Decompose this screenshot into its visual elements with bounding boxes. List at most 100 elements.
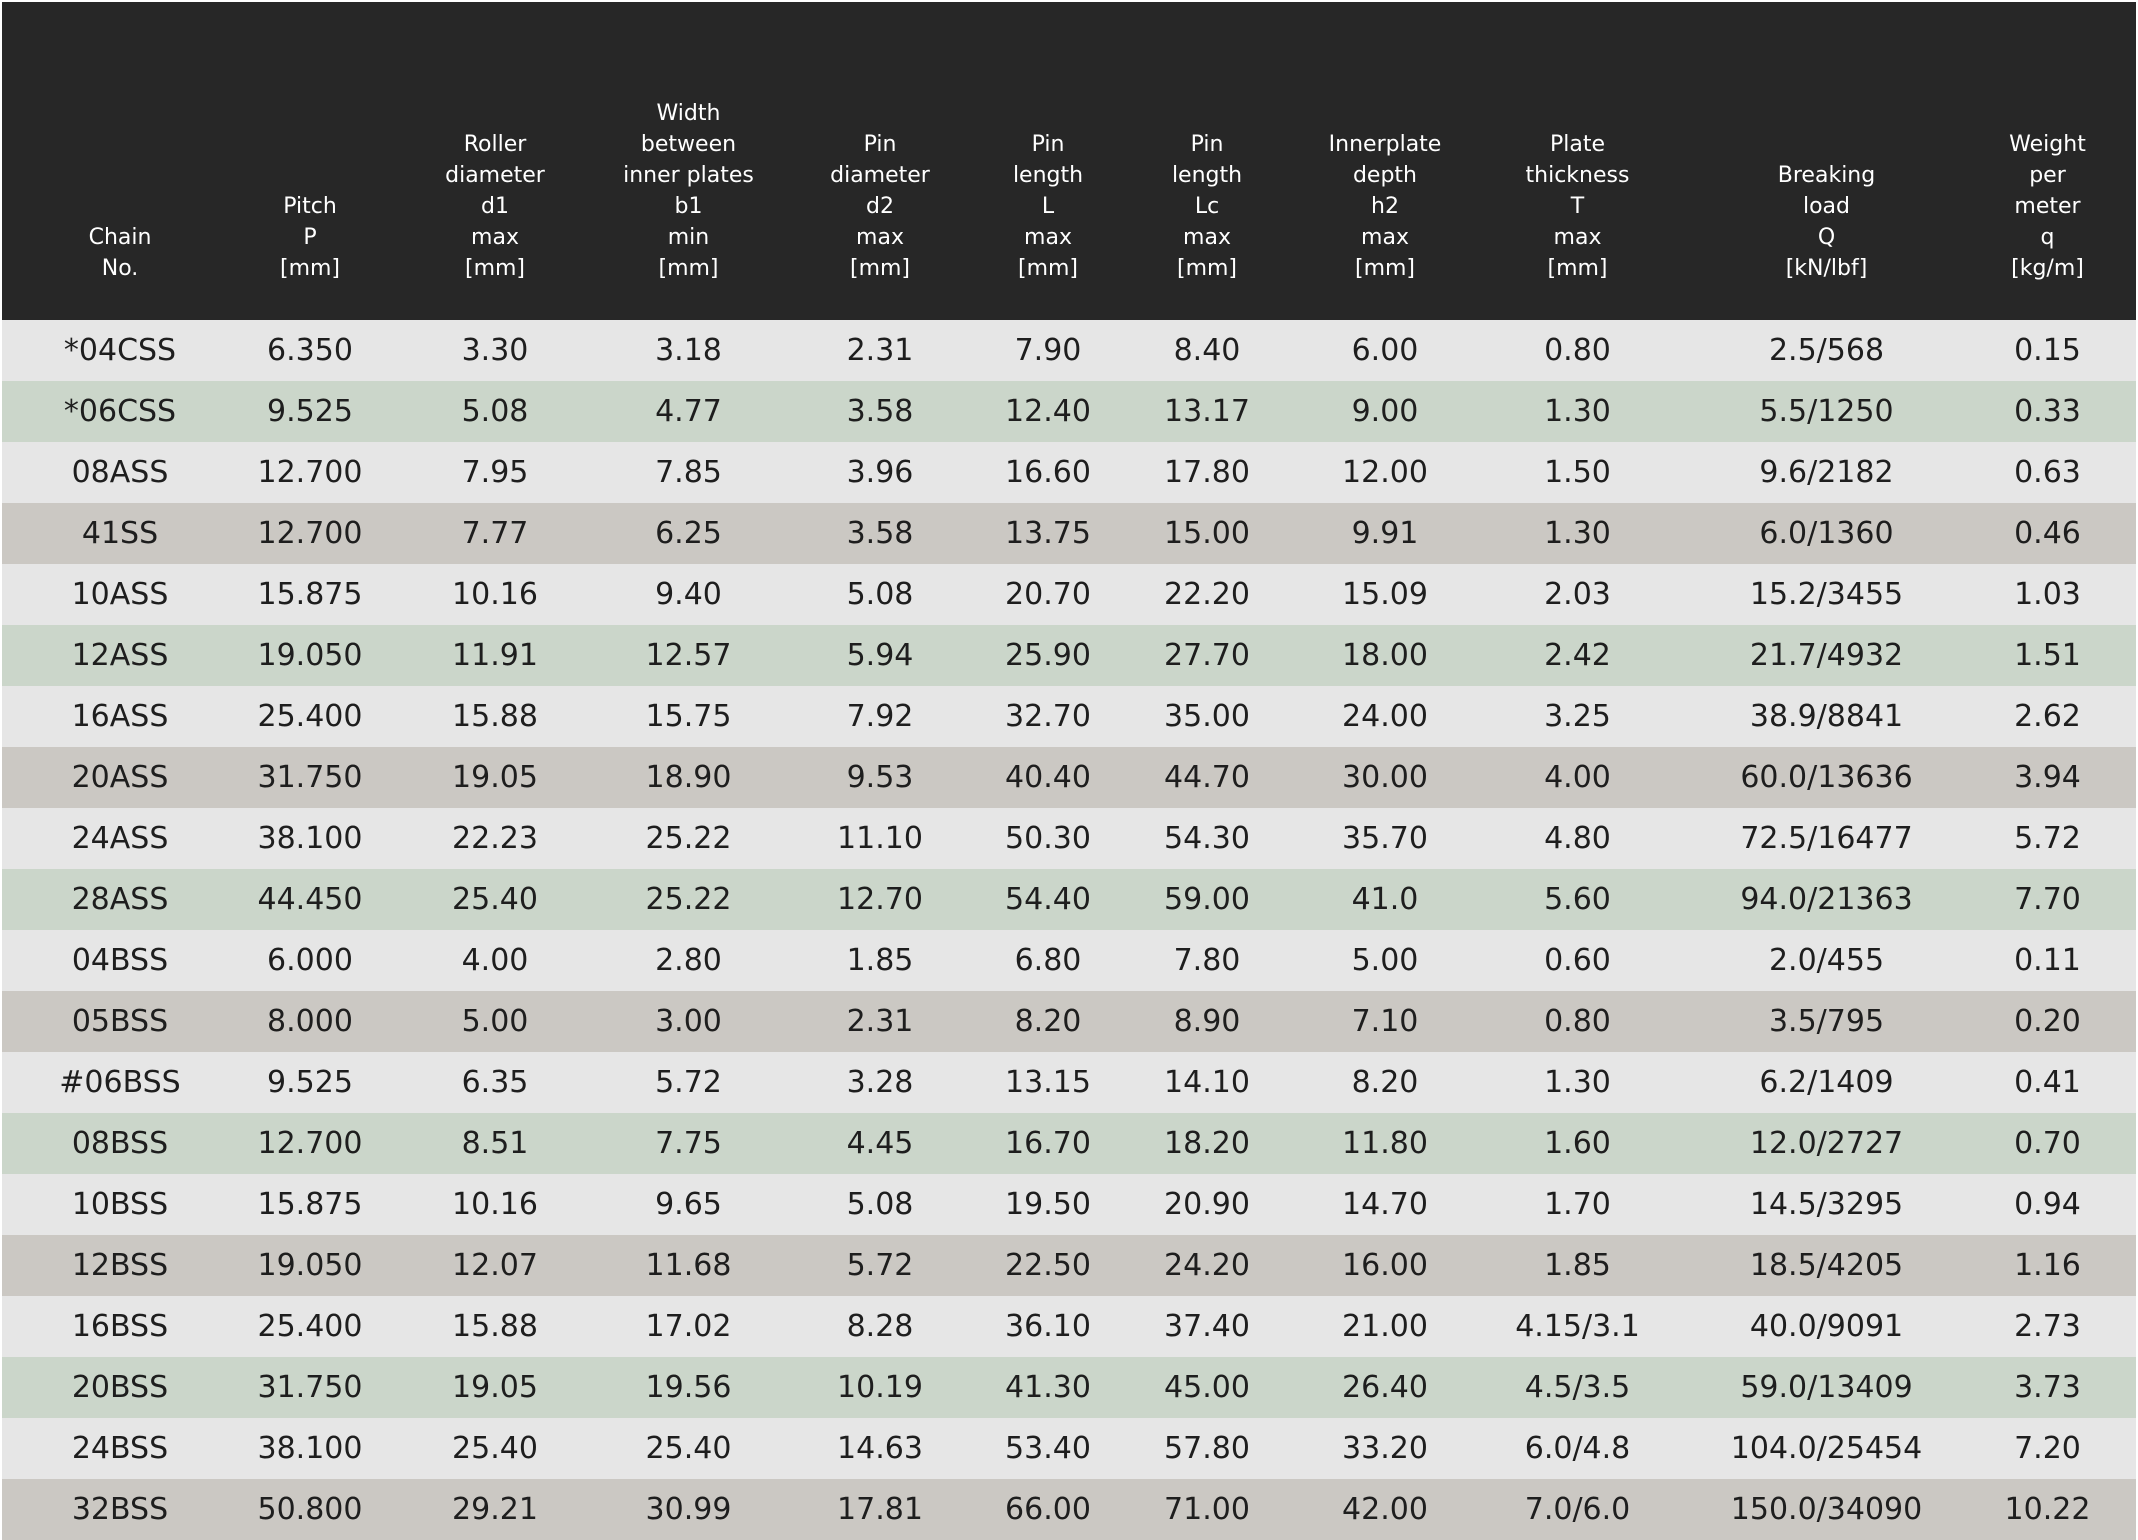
column-header-line: T [1570, 194, 1585, 219]
column-header-roller-diameter: Roller diameter d1 max [mm] [382, 2, 608, 320]
cell-breaking-load: 2.0/455 [1694, 930, 1959, 991]
table-row: 04BSS 6.000 4.00 2.80 1.85 6.80 7.80 5.00 0.60 2.… [2, 930, 2136, 991]
cell-innerplate-depth: 16.00 [1309, 1235, 1461, 1296]
cell-pin-length-lc: 7.80 [1105, 930, 1309, 991]
cell-chain-no: 24ASS [2, 808, 238, 869]
cell-width-between-inner-plates: 7.75 [608, 1113, 769, 1174]
column-header-line: [mm] [658, 256, 719, 281]
column-header-line: q [2040, 225, 2055, 250]
column-header-line: [mm] [1176, 256, 1238, 281]
cell-weight-per-meter: 10.22 [1959, 1479, 2136, 1540]
cell-weight-per-meter: 3.73 [1959, 1357, 2136, 1418]
column-header-line: Innerplate [1328, 132, 1442, 157]
cell-plate-thickness: 2.42 [1461, 625, 1694, 686]
cell-roller-diameter: 8.51 [382, 1113, 608, 1174]
cell-pin-length-lc: 14.10 [1105, 1052, 1309, 1113]
cell-chain-no: 16ASS [2, 686, 238, 747]
cell-width-between-inner-plates: 9.40 [608, 564, 769, 625]
cell-pitch: 15.875 [238, 1174, 382, 1235]
cell-weight-per-meter: 7.70 [1959, 869, 2136, 930]
cell-chain-no: 32BSS [2, 1479, 238, 1540]
column-header-chain-no: Chain No. [2, 2, 238, 320]
cell-roller-diameter: 19.05 [382, 747, 608, 808]
cell-chain-no: 28ASS [2, 869, 238, 930]
column-header-line: Breaking [1777, 163, 1876, 188]
cell-chain-no: 41SS [2, 503, 238, 564]
cell-chain-no: 24BSS [2, 1418, 238, 1479]
column-header-pitch: Pitch P [mm] [238, 2, 382, 320]
cell-width-between-inner-plates: 18.90 [608, 747, 769, 808]
cell-innerplate-depth: 9.91 [1309, 503, 1461, 564]
cell-pin-length-lc: 20.90 [1105, 1174, 1309, 1235]
cell-pin-length-l: 20.70 [991, 564, 1105, 625]
cell-breaking-load: 3.5/795 [1694, 991, 1959, 1052]
cell-pin-length-l: 32.70 [991, 686, 1105, 747]
cell-breaking-load: 6.0/1360 [1694, 503, 1959, 564]
cell-pin-length-lc: 8.90 [1105, 991, 1309, 1052]
cell-roller-diameter: 7.95 [382, 442, 608, 503]
cell-breaking-load: 2.5/568 [1694, 320, 1959, 381]
column-header-line: [kg/m] [2011, 256, 2084, 281]
table-row: 24ASS 38.100 22.23 25.22 11.10 50.30 54.30 35.7… [2, 808, 2136, 869]
cell-pitch: 9.525 [238, 1052, 382, 1113]
cell-innerplate-depth: 24.00 [1309, 686, 1461, 747]
cell-pitch: 25.400 [238, 686, 382, 747]
table-row: 05BSS 8.000 5.00 3.00 2.31 8.20 8.90 7.10 0.80 3.… [2, 991, 2136, 1052]
cell-pitch: 31.750 [238, 747, 382, 808]
cell-pin-length-lc: 45.00 [1105, 1357, 1309, 1418]
cell-breaking-load: 150.0/34090 [1694, 1479, 1959, 1540]
cell-breaking-load: 5.5/1250 [1694, 381, 1959, 442]
table-row: 16BSS 25.400 15.88 17.02 8.28 36.10 37.40 21.00… [2, 1296, 2136, 1357]
column-header-line: diameter [445, 163, 545, 188]
column-header-line: P [303, 225, 317, 250]
column-header-line: h2 [1371, 194, 1399, 219]
cell-pitch: 19.050 [238, 625, 382, 686]
cell-weight-per-meter: 0.11 [1959, 930, 2136, 991]
cell-roller-diameter: 19.05 [382, 1357, 608, 1418]
cell-roller-diameter: 11.91 [382, 625, 608, 686]
cell-pin-length-lc: 15.00 [1105, 503, 1309, 564]
cell-pin-diameter: 5.72 [769, 1235, 991, 1296]
column-header-width-between-inner-plates: Width between inner plates b1 min [mm] [608, 2, 769, 320]
table-row: 41SS 12.700 7.77 6.25 3.58 13.75 15.00 9.91 1.30… [2, 503, 2136, 564]
cell-pin-length-l: 12.40 [991, 381, 1105, 442]
column-header-line: [mm] [1547, 256, 1608, 281]
column-header-line: L [1041, 194, 1055, 219]
cell-pitch: 8.000 [238, 991, 382, 1052]
column-header-pin-diameter: Pin diameter d2 max [mm] [769, 2, 991, 320]
cell-weight-per-meter: 0.70 [1959, 1113, 2136, 1174]
cell-pin-length-lc: 22.20 [1105, 564, 1309, 625]
cell-pitch: 12.700 [238, 503, 382, 564]
cell-pin-length-lc: 37.40 [1105, 1296, 1309, 1357]
cell-roller-diameter: 3.30 [382, 320, 608, 381]
column-header-line: Pin [1031, 132, 1065, 157]
column-header-line: max [1361, 225, 1409, 250]
table-row: 32BSS 50.800 29.21 30.99 17.81 66.00 71.00 42.0… [2, 1479, 2136, 1540]
table-row: 08ASS 12.700 7.95 7.85 3.96 16.60 17.80 12.00 1.… [2, 442, 2136, 503]
cell-chain-no: #06BSS [2, 1052, 238, 1113]
cell-chain-no: 12ASS [2, 625, 238, 686]
cell-breaking-load: 18.5/4205 [1694, 1235, 1959, 1296]
column-header-line: max [471, 225, 519, 250]
cell-plate-thickness: 4.15/3.1 [1461, 1296, 1694, 1357]
cell-weight-per-meter: 0.46 [1959, 503, 2136, 564]
cell-plate-thickness: 0.60 [1461, 930, 1694, 991]
column-header-line: No. [101, 256, 139, 281]
cell-width-between-inner-plates: 4.77 [608, 381, 769, 442]
cell-width-between-inner-plates: 30.99 [608, 1479, 769, 1540]
cell-pin-length-l: 50.30 [991, 808, 1105, 869]
table-row: 12BSS 19.050 12.07 11.68 5.72 22.50 24.20 16.00… [2, 1235, 2136, 1296]
cell-roller-diameter: 10.16 [382, 1174, 608, 1235]
cell-pitch: 38.100 [238, 1418, 382, 1479]
cell-pin-diameter: 5.94 [769, 625, 991, 686]
cell-plate-thickness: 1.70 [1461, 1174, 1694, 1235]
cell-innerplate-depth: 26.40 [1309, 1357, 1461, 1418]
cell-plate-thickness: 1.30 [1461, 503, 1694, 564]
cell-innerplate-depth: 18.00 [1309, 625, 1461, 686]
cell-width-between-inner-plates: 11.68 [608, 1235, 769, 1296]
column-header-line: Plate [1549, 132, 1606, 157]
cell-width-between-inner-plates: 9.65 [608, 1174, 769, 1235]
